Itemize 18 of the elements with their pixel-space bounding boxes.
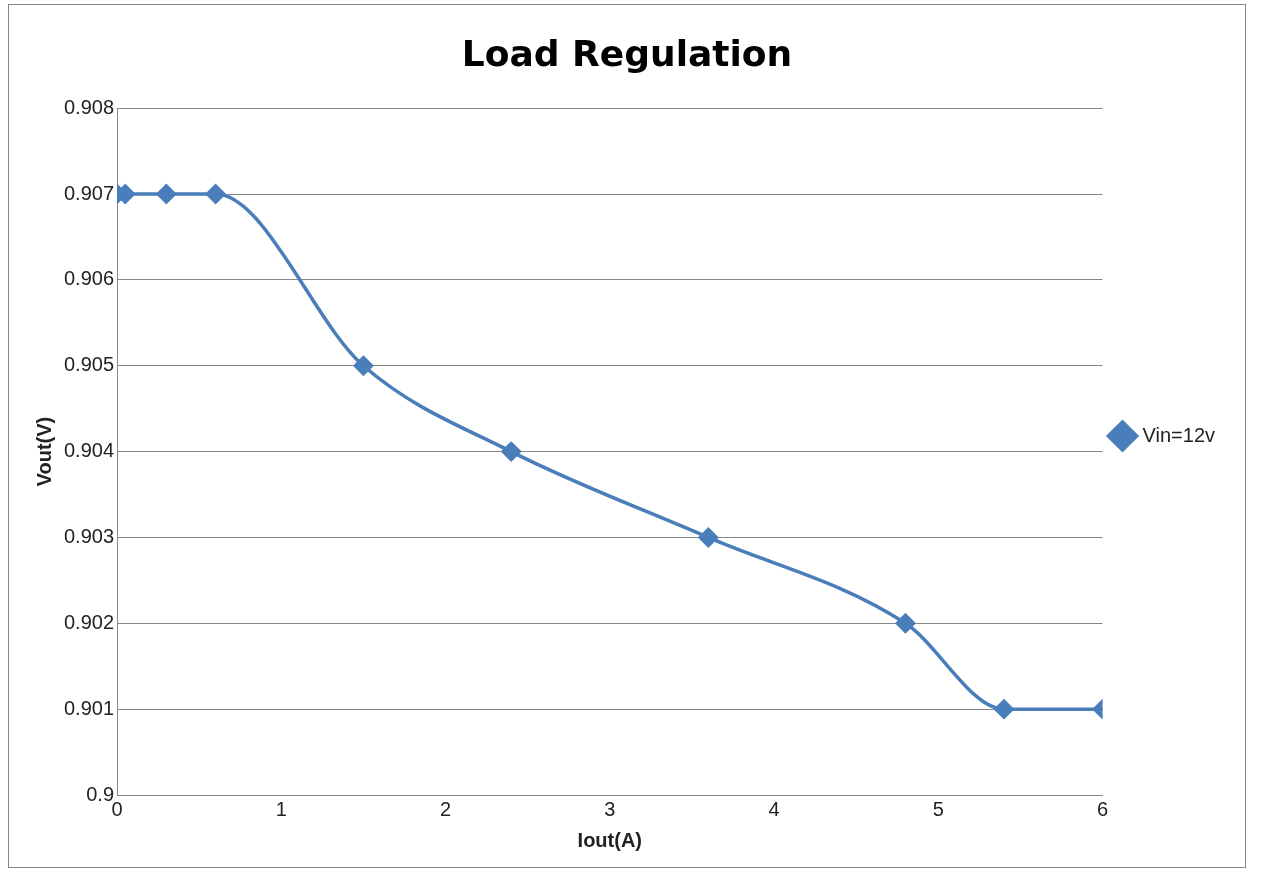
y-tick-label: 0.903 bbox=[63, 524, 115, 547]
x-tick-label: 4 bbox=[768, 797, 780, 820]
y-tick-label: 0.907 bbox=[63, 181, 115, 204]
chart-title: Load Regulation bbox=[461, 32, 793, 74]
x-tick-label: 6 bbox=[1096, 797, 1109, 820]
x-tick-label: 1 bbox=[275, 797, 287, 820]
x-tick-label: 5 bbox=[932, 797, 944, 820]
y-tick-label: 0.904 bbox=[63, 439, 115, 462]
x-axis-title: Iout(A) bbox=[577, 828, 642, 851]
x-tick-label: 3 bbox=[604, 797, 616, 820]
y-axis-title: Vout(V) bbox=[32, 416, 55, 487]
y-tick-label: 0.902 bbox=[63, 610, 115, 633]
y-tick-label: 0.905 bbox=[63, 353, 115, 376]
legend-label: Vin=12v bbox=[1142, 423, 1216, 446]
y-tick-label: 0.908 bbox=[63, 95, 115, 118]
x-tick-label: 2 bbox=[439, 797, 452, 820]
y-tick-label: 0.906 bbox=[63, 267, 115, 290]
y-tick-label: 0.901 bbox=[63, 696, 115, 719]
